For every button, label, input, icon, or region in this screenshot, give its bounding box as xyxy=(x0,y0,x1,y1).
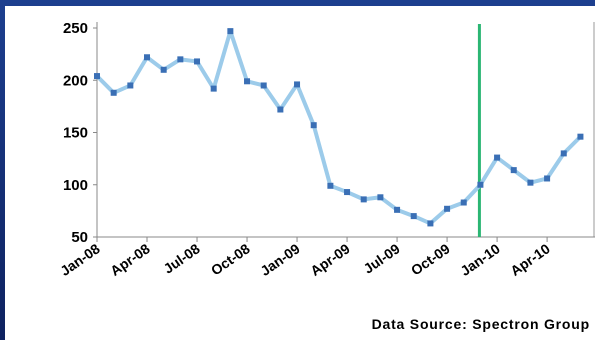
data-point xyxy=(160,66,167,73)
data-point xyxy=(327,182,334,189)
data-point xyxy=(410,213,417,220)
y-tick-label: 150 xyxy=(63,125,88,142)
data-point xyxy=(127,82,134,89)
data-point xyxy=(360,196,367,203)
data-point xyxy=(510,167,517,174)
data-point xyxy=(544,175,551,182)
data-point xyxy=(144,54,151,61)
data-point xyxy=(427,220,434,227)
data-point xyxy=(277,106,284,113)
y-tick-label: 200 xyxy=(63,72,88,89)
data-point xyxy=(260,82,267,89)
data-point xyxy=(394,206,401,213)
data-point xyxy=(194,58,201,65)
data-point xyxy=(477,181,484,188)
chart-panel xyxy=(5,6,595,340)
data-point xyxy=(110,89,117,96)
y-tick-label: 100 xyxy=(63,177,88,194)
data-point xyxy=(94,73,100,80)
data-point xyxy=(244,78,251,85)
data-point xyxy=(227,28,234,35)
data-point xyxy=(294,81,301,88)
data-point xyxy=(344,189,351,196)
y-tick-label: 50 xyxy=(71,229,88,246)
source-note: Data Source: Spectron Group xyxy=(372,316,590,332)
data-point xyxy=(494,154,501,161)
data-point xyxy=(444,205,451,212)
data-point xyxy=(577,133,584,140)
y-tick-label: 250 xyxy=(63,20,88,37)
data-point xyxy=(560,150,567,157)
data-point xyxy=(210,85,217,92)
data-point xyxy=(177,56,184,63)
data-point xyxy=(527,179,534,186)
data-point xyxy=(460,199,467,206)
data-point xyxy=(310,122,317,129)
data-point xyxy=(377,194,384,201)
